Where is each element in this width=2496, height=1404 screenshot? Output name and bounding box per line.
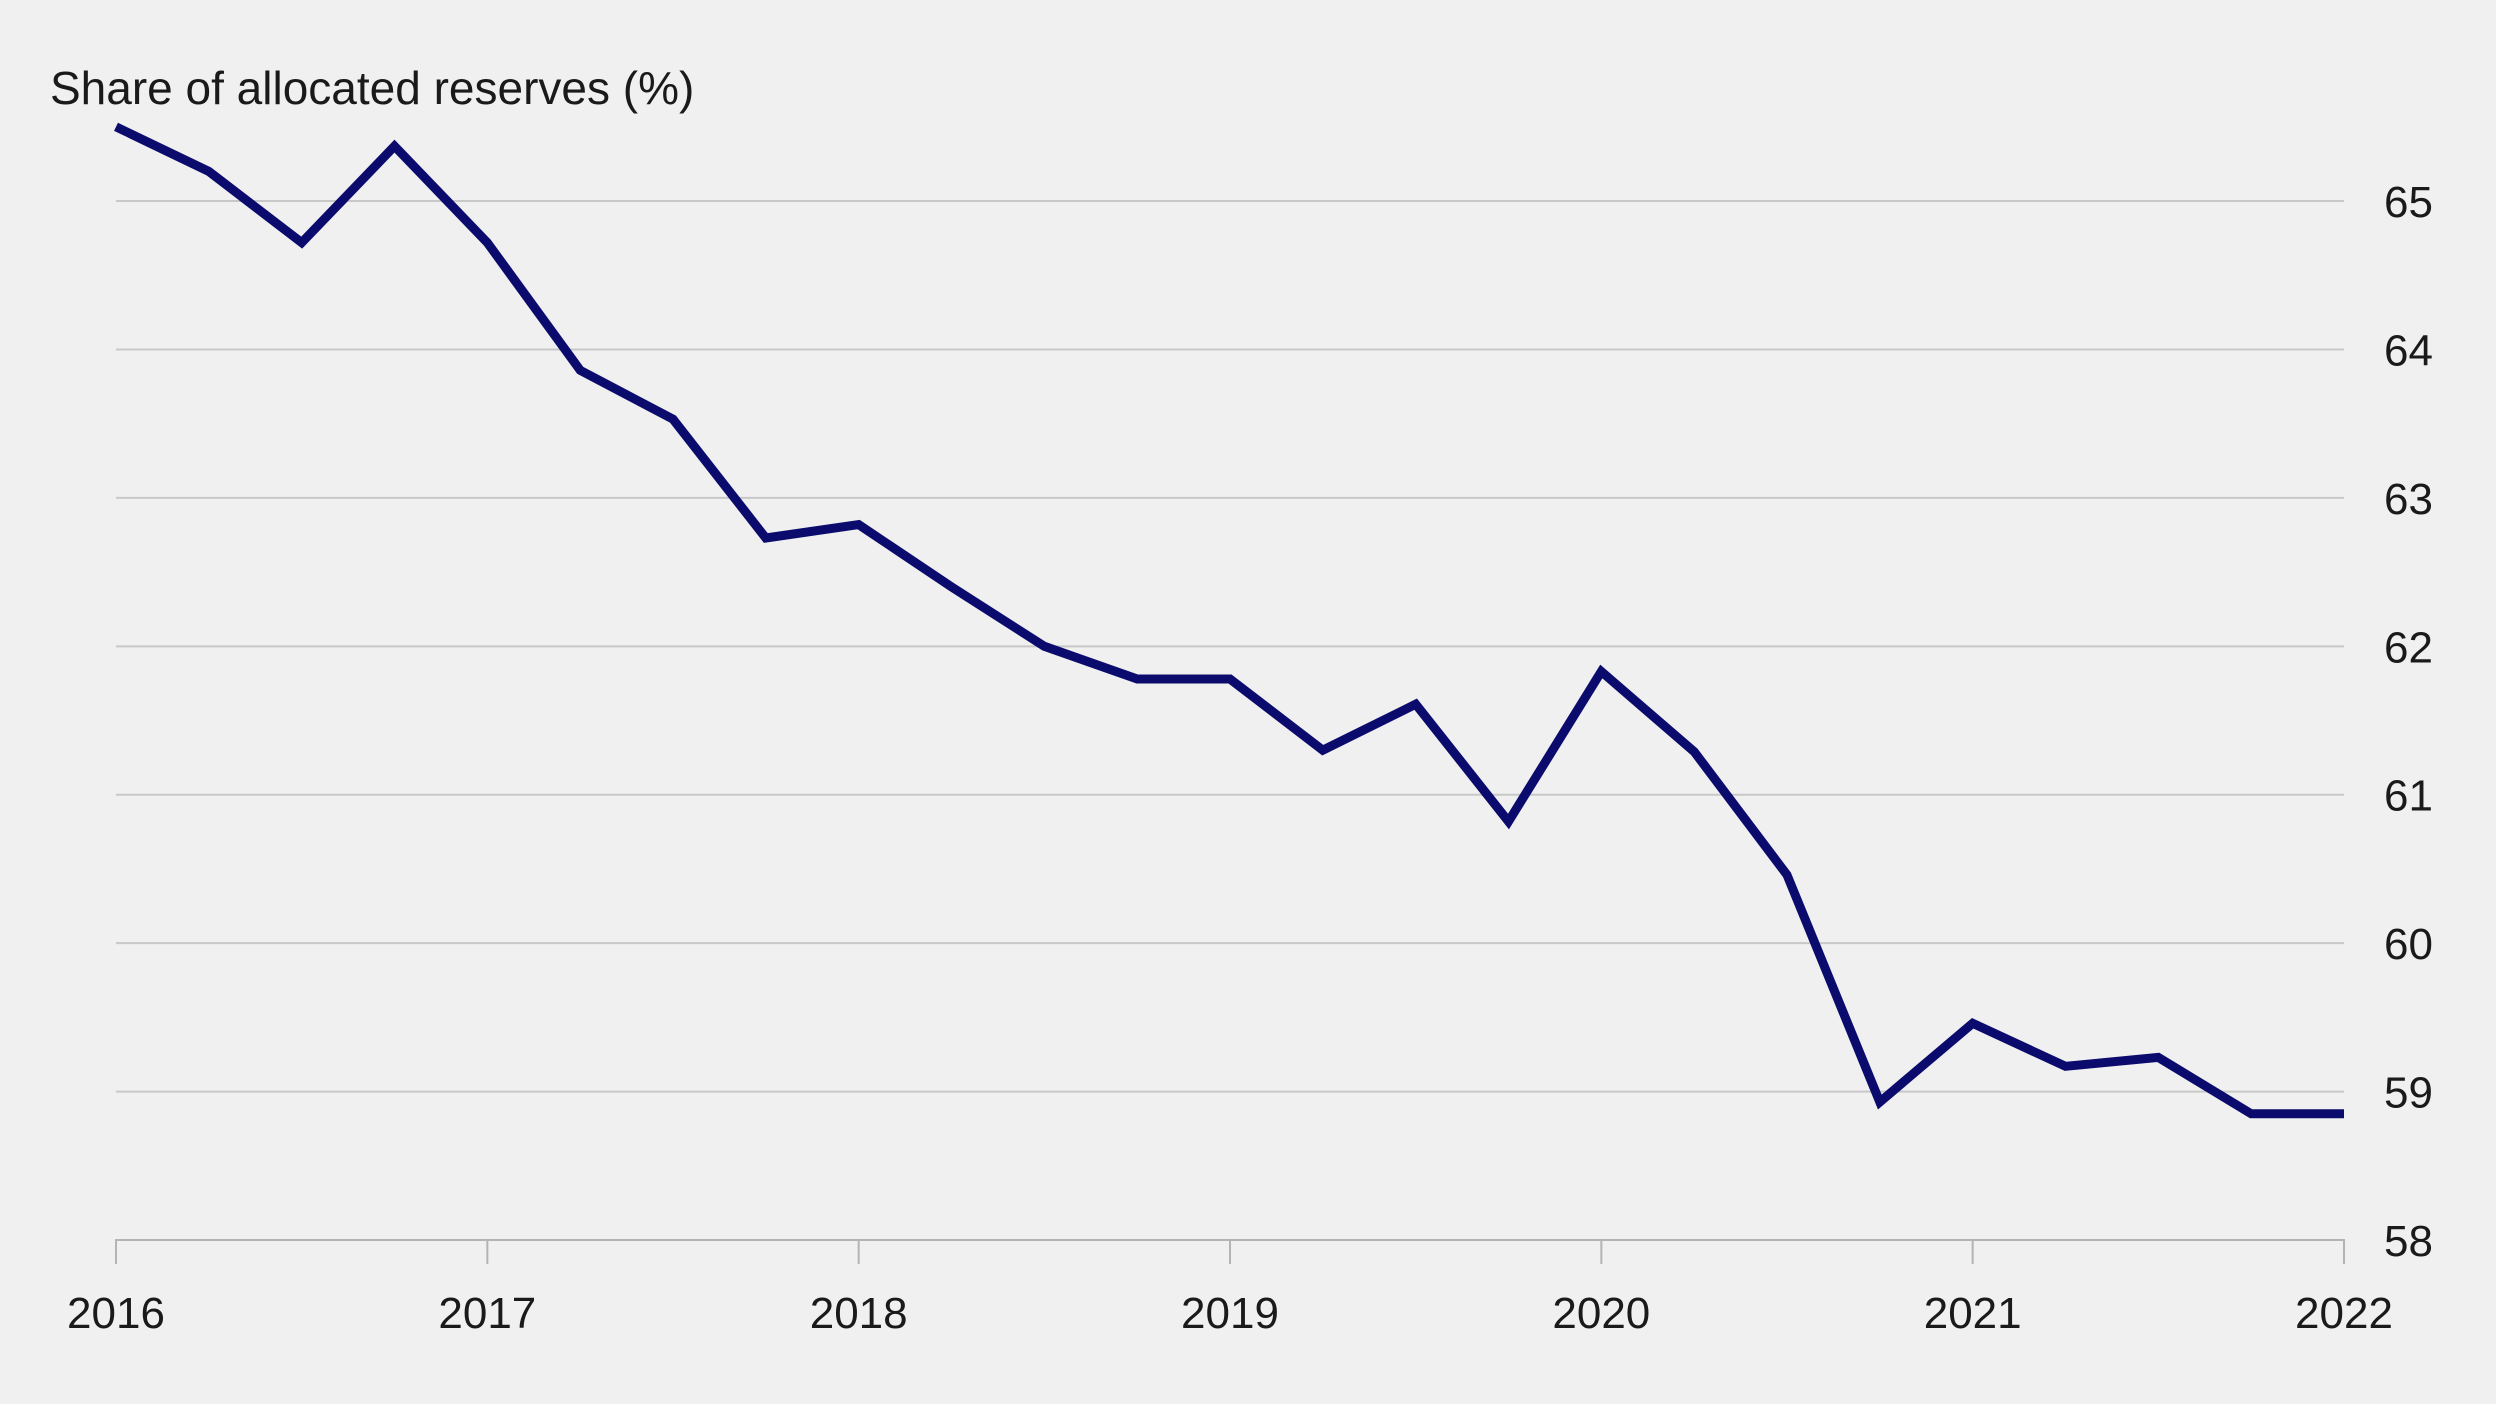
x-tick-label-2020: 2020	[1552, 1289, 1650, 1338]
x-tick-label-2021: 2021	[1924, 1289, 2022, 1338]
series-line-0	[114, 122, 2344, 1119]
y-tick-label-61: 61	[2384, 772, 2433, 821]
series-group	[114, 122, 2344, 1119]
x-tick-label-2017: 2017	[438, 1289, 536, 1338]
y-tick-label-64: 64	[2384, 326, 2433, 375]
x-tick-label-2022: 2022	[2295, 1289, 2393, 1338]
x-tick-label-2016: 2016	[67, 1289, 165, 1338]
grid-lines	[116, 200, 2344, 1093]
y-tick-label-62: 62	[2384, 623, 2433, 672]
y-axis-tick-labels: 58 59 60 61 62 63 64 65	[2384, 178, 2433, 1266]
y-tick-label-59: 59	[2384, 1069, 2433, 1118]
axes	[115, 1239, 2345, 1264]
x-tick-label-2019: 2019	[1181, 1289, 1279, 1338]
y-tick-label-63: 63	[2384, 475, 2433, 524]
y-tick-label-58: 58	[2384, 1217, 2433, 1266]
y-tick-label-60: 60	[2384, 920, 2433, 969]
x-tick-label-2018: 2018	[810, 1289, 908, 1338]
y-tick-label-65: 65	[2384, 178, 2433, 227]
chart-title: Share of allocated reserves (%)	[50, 62, 694, 114]
x-axis-tick-labels: 2016 2017 2018 2019 2020 2021 2022	[67, 1289, 2393, 1338]
